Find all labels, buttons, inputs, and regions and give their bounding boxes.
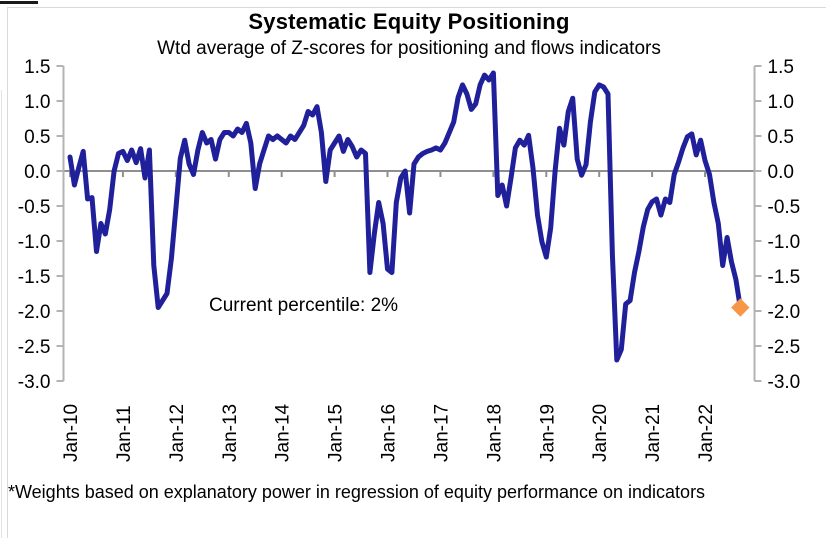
left-y-tick-label: -2.5 (18, 337, 51, 358)
left-y-tick-label: 0.0 (24, 162, 50, 183)
right-y-tick-label: 0.5 (768, 127, 794, 148)
x-tick-label: Jan-14 (273, 403, 294, 462)
left-y-tick-label: -2.0 (18, 302, 51, 323)
x-tick-label: Jan-13 (220, 404, 241, 462)
left-y-tick-label: 0.5 (24, 127, 50, 148)
right-y-tick-label: -1.0 (768, 232, 801, 253)
current-percentile-annotation: Current percentile: 2% (209, 295, 399, 316)
left-y-tick-label: -0.5 (18, 197, 51, 218)
page-edge-border (1, 90, 2, 538)
x-tick-label: Jan-12 (167, 404, 188, 462)
left-y-tick-label: -1.0 (18, 232, 51, 253)
right-y-tick-label: -2.5 (768, 337, 801, 358)
right-y-tick-label: -2.0 (768, 302, 801, 323)
right-y-tick-label: -0.5 (768, 197, 801, 218)
right-y-tick-label: 1.5 (768, 57, 794, 78)
left-y-tick-label: -1.5 (18, 267, 51, 288)
latest-value-diamond-marker (731, 298, 750, 317)
x-tick-label: Jan-11 (114, 405, 135, 462)
chart-subtitle: Wtd average of Z-scores for positioning … (157, 38, 661, 59)
weights-footnote: *Weights based on explanatory power in r… (8, 482, 706, 502)
x-tick-label: Jan-22 (696, 404, 717, 462)
right-y-tick-label: 1.0 (768, 92, 794, 113)
right-y-tick-label: 0.0 (768, 162, 794, 183)
left-y-tick-label: 1.0 (24, 92, 50, 113)
chart-frame-top-border (7, 7, 826, 8)
x-tick-label: Jan-19 (537, 404, 558, 462)
x-tick-label: Jan-18 (484, 404, 505, 462)
right-y-tick-label: -3.0 (768, 372, 801, 393)
x-tick-label: Jan-15 (326, 404, 347, 462)
x-tick-label: Jan-16 (379, 404, 400, 462)
x-tick-label: Jan-21 (643, 404, 664, 462)
zscore-series-line (67, 70, 743, 363)
left-y-tick-label: 1.5 (24, 57, 50, 78)
chart-frame-left-border (7, 7, 8, 538)
x-tick-label: Jan-20 (590, 404, 611, 462)
left-y-tick-label: -3.0 (18, 372, 51, 393)
x-tick-label: Jan-10 (61, 404, 82, 462)
chart-title: Systematic Equity Positioning (248, 9, 570, 34)
x-tick-label: Jan-17 (431, 404, 452, 462)
cropped-border-artifact (0, 1, 38, 4)
right-y-tick-label: -1.5 (768, 267, 801, 288)
